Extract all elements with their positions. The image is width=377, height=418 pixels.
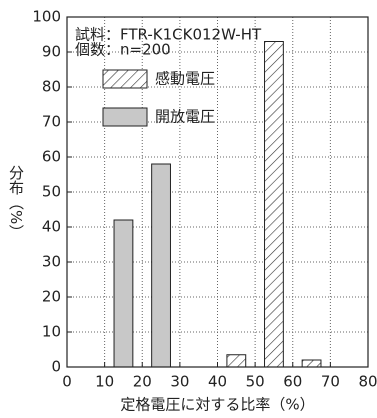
y-tick-label: 90 xyxy=(42,43,61,61)
annotation: 個数：n=200 xyxy=(75,41,171,59)
legend-swatch xyxy=(102,69,148,89)
y-tick-label: 60 xyxy=(42,148,61,166)
y-tick-label: 50 xyxy=(42,183,61,201)
y-tick-label: 30 xyxy=(42,253,61,271)
x-tick-label: 70 xyxy=(321,373,340,391)
y-tick-label: 100 xyxy=(32,8,61,26)
y-tick-label: 20 xyxy=(42,288,61,306)
y-axis-label: 分布（%） xyxy=(7,165,25,239)
x-tick-label: 0 xyxy=(62,373,72,391)
y-tick-label: 80 xyxy=(42,78,61,96)
plot-frame xyxy=(66,16,369,368)
x-tick-label: 60 xyxy=(283,373,302,391)
annotation: 試料：FTR-K1CK012W-HT xyxy=(75,26,262,44)
x-tick-label: 10 xyxy=(95,373,114,391)
bar xyxy=(264,41,284,368)
bar xyxy=(301,359,322,368)
bar xyxy=(151,163,171,368)
y-tick-label: 10 xyxy=(42,323,61,341)
x-tick-label: 80 xyxy=(358,373,377,391)
legend-label: 開放電圧 xyxy=(155,108,215,126)
legend-swatch xyxy=(102,107,148,127)
x-tick-label: 40 xyxy=(208,373,227,391)
bar xyxy=(113,219,134,368)
y-tick-label: 70 xyxy=(42,113,61,131)
x-tick-label: 20 xyxy=(133,373,152,391)
x-tick-label: 50 xyxy=(246,373,265,391)
bar xyxy=(226,354,247,368)
x-axis-label: 定格電圧に対する比率（%） xyxy=(120,396,314,414)
legend-label: 感動電圧 xyxy=(155,70,215,88)
y-tick-label: 0 xyxy=(51,358,61,376)
y-tick-label: 40 xyxy=(42,218,61,236)
x-tick-label: 30 xyxy=(170,373,189,391)
